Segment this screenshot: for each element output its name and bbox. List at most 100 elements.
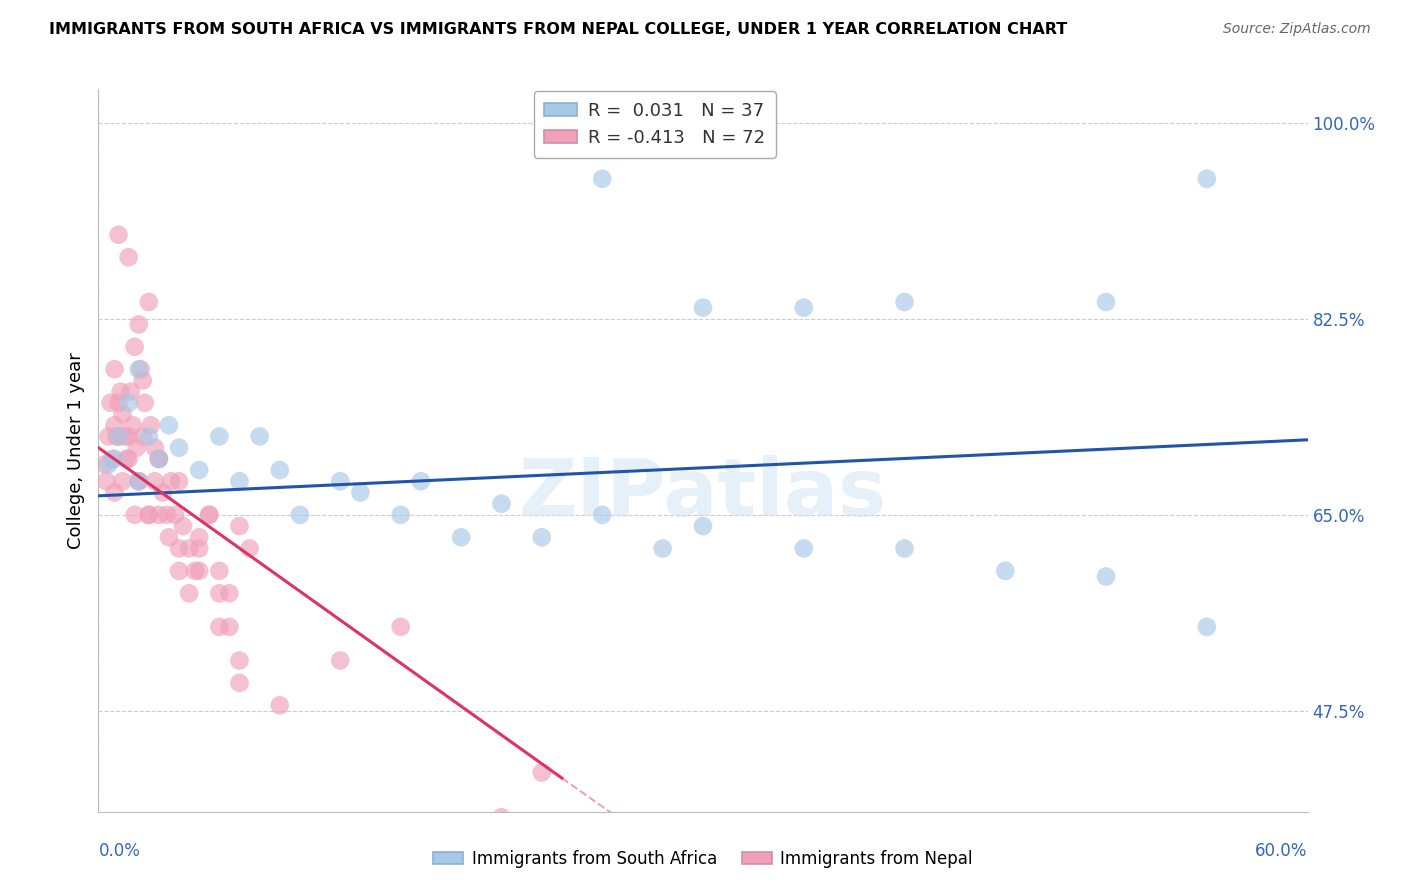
Point	[160, 475, 183, 489]
Point	[138, 295, 160, 310]
Point	[128, 475, 150, 489]
Point	[994, 564, 1017, 578]
Point	[167, 475, 190, 489]
Point	[110, 384, 132, 399]
Point	[329, 653, 352, 667]
Point	[143, 441, 166, 455]
Point	[107, 227, 129, 242]
Point	[389, 620, 412, 634]
Point	[491, 497, 513, 511]
Point	[591, 508, 613, 522]
Point	[138, 508, 160, 522]
Point	[228, 676, 250, 690]
Point	[167, 541, 190, 556]
Point	[450, 530, 472, 544]
Point	[118, 396, 141, 410]
Point	[93, 458, 115, 472]
Point	[269, 698, 291, 713]
Point	[103, 451, 125, 466]
Point	[148, 451, 170, 466]
Point	[530, 530, 553, 544]
Point	[179, 586, 201, 600]
Point	[103, 485, 125, 500]
Point	[120, 384, 142, 399]
Point	[97, 458, 120, 472]
Point	[188, 564, 211, 578]
Point	[530, 765, 553, 780]
Point	[228, 475, 250, 489]
Point	[111, 407, 134, 421]
Point	[100, 396, 122, 410]
Point	[288, 508, 311, 522]
Point	[118, 429, 141, 443]
Point	[118, 451, 141, 466]
Point	[107, 429, 129, 443]
Point	[143, 475, 166, 489]
Point	[138, 429, 160, 443]
Point	[121, 418, 143, 433]
Point	[138, 508, 160, 522]
Point	[128, 318, 150, 332]
Point	[228, 653, 250, 667]
Legend: R =  0.031   N = 37, R = -0.413   N = 72: R = 0.031 N = 37, R = -0.413 N = 72	[533, 91, 776, 158]
Text: ZIPatlas: ZIPatlas	[519, 455, 887, 533]
Point	[208, 564, 231, 578]
Point	[793, 541, 815, 556]
Point	[591, 171, 613, 186]
Point	[132, 374, 155, 388]
Point	[134, 396, 156, 410]
Point	[156, 508, 179, 522]
Point	[132, 429, 155, 443]
Point	[1095, 295, 1118, 310]
Point	[128, 475, 150, 489]
Legend: Immigrants from South Africa, Immigrants from Nepal: Immigrants from South Africa, Immigrants…	[426, 844, 980, 875]
Point	[188, 530, 211, 544]
Point	[692, 519, 714, 533]
Point	[157, 418, 180, 433]
Point	[188, 463, 211, 477]
Point	[179, 541, 201, 556]
Point	[101, 451, 124, 466]
Point	[114, 429, 136, 443]
Point	[893, 541, 915, 556]
Point	[118, 250, 141, 264]
Point	[228, 519, 250, 533]
Point	[163, 508, 186, 522]
Point	[107, 429, 129, 443]
Point	[409, 475, 432, 489]
Point	[1195, 620, 1218, 634]
Point	[692, 301, 714, 315]
Point	[208, 620, 231, 634]
Point	[124, 508, 146, 522]
Point	[105, 429, 128, 443]
Point	[491, 810, 513, 824]
Point	[139, 418, 162, 433]
Point	[148, 451, 170, 466]
Point	[249, 429, 271, 443]
Point	[893, 295, 915, 310]
Point	[349, 485, 371, 500]
Point	[111, 475, 134, 489]
Point	[125, 441, 148, 455]
Point	[148, 508, 170, 522]
Point	[218, 586, 240, 600]
Text: Source: ZipAtlas.com: Source: ZipAtlas.com	[1223, 22, 1371, 37]
Point	[651, 541, 673, 556]
Point	[389, 508, 412, 522]
Text: 0.0%: 0.0%	[98, 842, 141, 860]
Point	[128, 362, 150, 376]
Point	[115, 451, 138, 466]
Point	[172, 519, 194, 533]
Point	[208, 429, 231, 443]
Point	[329, 475, 352, 489]
Point	[184, 564, 207, 578]
Point	[167, 441, 190, 455]
Point	[103, 362, 125, 376]
Point	[97, 429, 120, 443]
Point	[107, 396, 129, 410]
Text: IMMIGRANTS FROM SOUTH AFRICA VS IMMIGRANTS FROM NEPAL COLLEGE, UNDER 1 YEAR CORR: IMMIGRANTS FROM SOUTH AFRICA VS IMMIGRAN…	[49, 22, 1067, 37]
Point	[188, 541, 211, 556]
Point	[96, 475, 118, 489]
Point	[167, 564, 190, 578]
Y-axis label: College, Under 1 year: College, Under 1 year	[66, 352, 84, 549]
